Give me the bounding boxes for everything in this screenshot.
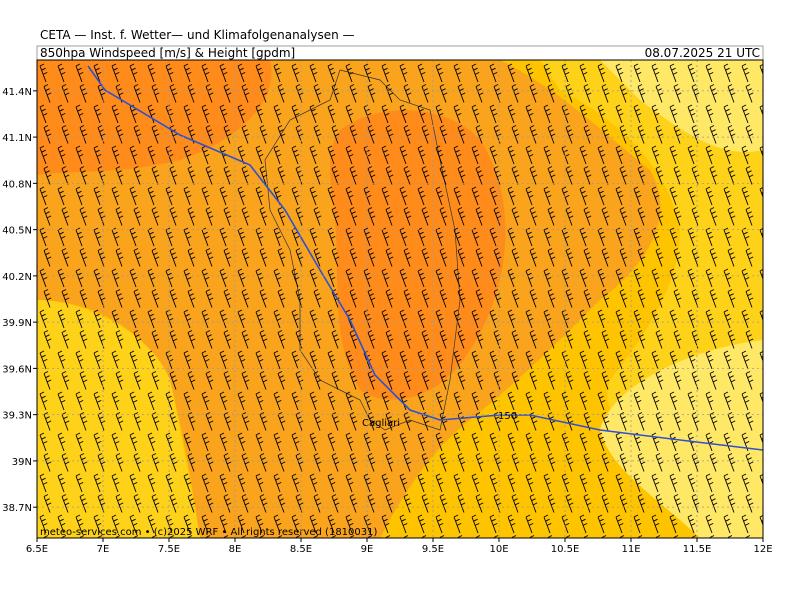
- frame: [36, 59, 764, 539]
- axes: 6.5E 7E 7.5E 8E 8.5E 9E 9.5E 10E 10.5E 11E 11.5E 12…: [2, 87, 772, 555]
- shade-gold: [37, 300, 200, 538]
- x-tick-label: 9E: [361, 544, 374, 555]
- field: 150 Cagliari meteo-services.com • (c)202…: [37, 60, 763, 538]
- barb-row: [43, 494, 754, 513]
- x-tick-label: 10E: [489, 544, 508, 555]
- x-tick-label: 6.5E: [26, 544, 48, 555]
- height-contour: [87, 65, 763, 451]
- barb-row: [43, 248, 754, 267]
- barb-row: [43, 125, 754, 144]
- contour-label: 150: [498, 411, 517, 422]
- y-tick-label: 41.1N: [2, 133, 32, 144]
- shade-dark: [330, 110, 506, 400]
- x-tick-label: 10.5E: [551, 544, 580, 555]
- y-tick-label: 39N: [12, 457, 32, 468]
- x-tick-label: 11.5E: [683, 544, 712, 555]
- x-tick-label: 8.5E: [290, 544, 312, 555]
- credit: meteo-services.com • (c)2025 WRF • All r…: [40, 527, 377, 538]
- x-tick-label: 9.5E: [422, 544, 444, 555]
- x-tick-label: 8E: [229, 544, 242, 555]
- x-tick-label: 11E: [621, 544, 640, 555]
- barb-row: [43, 330, 754, 349]
- barb-row: [39, 473, 763, 493]
- barb-row: [39, 63, 763, 83]
- shade-dark: [37, 60, 272, 175]
- barb-row: [43, 207, 754, 226]
- barb-row: [43, 535, 751, 538]
- barb-row: [43, 166, 754, 185]
- y-tick-label: 39.6N: [2, 364, 32, 375]
- title: CETA — Inst. f. Wetter— und Klimafolgena…: [40, 28, 355, 42]
- x-tick-label: 7E: [97, 544, 110, 555]
- barb-row: [39, 432, 763, 452]
- y-tick-label: 41.4N: [2, 87, 32, 98]
- barb-row: [43, 412, 754, 431]
- barb-row: [43, 84, 754, 103]
- shade-light: [600, 340, 763, 538]
- y-tick-label: 40.8N: [2, 179, 32, 190]
- y-tick-label: 38.7N: [2, 503, 32, 514]
- wind-barbs: [39, 63, 763, 538]
- barb-row: [39, 227, 763, 247]
- x-tick-label: 7.5E: [158, 544, 180, 555]
- x-tick-label: 12E: [753, 544, 772, 555]
- barb-row: [43, 289, 754, 308]
- barb-row: [43, 371, 754, 390]
- y-tick-label: 40.2N: [2, 272, 32, 283]
- city-label: Cagliari: [362, 418, 400, 429]
- barb-row: [39, 268, 763, 288]
- date: 08.07.2025 21 UTC: [645, 46, 760, 60]
- shade-light: [600, 60, 763, 152]
- shade-gold: [540, 60, 763, 440]
- graticule: [37, 60, 763, 538]
- y-tick-label: 40.5N: [2, 226, 32, 237]
- barb-row: [43, 453, 754, 472]
- y-tick-label: 39.9N: [2, 318, 32, 329]
- subtitle: 850hpa Windspeed [m/s] & Height [gpdm]: [40, 46, 295, 60]
- y-tick-label: 39.3N: [2, 411, 32, 422]
